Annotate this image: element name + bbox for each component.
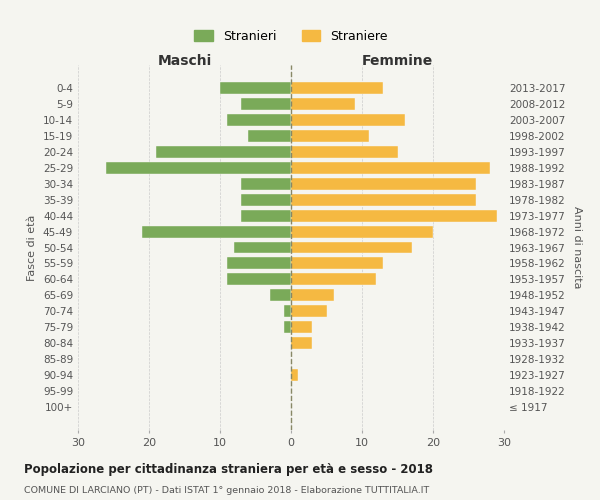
Bar <box>241 98 291 110</box>
Bar <box>227 258 291 270</box>
Bar <box>284 322 291 334</box>
Bar <box>234 242 291 254</box>
Bar <box>291 306 326 318</box>
Bar <box>291 98 355 110</box>
Bar <box>291 146 398 158</box>
Bar <box>227 114 291 126</box>
Bar <box>291 210 497 222</box>
Bar <box>291 82 383 94</box>
Bar <box>291 162 490 173</box>
Bar <box>227 274 291 285</box>
Bar <box>270 290 291 302</box>
Bar <box>291 290 334 302</box>
Legend: Stranieri, Straniere: Stranieri, Straniere <box>188 24 394 50</box>
Bar <box>106 162 291 173</box>
Bar <box>291 226 433 237</box>
Bar <box>291 274 376 285</box>
Bar <box>291 178 476 190</box>
Text: Popolazione per cittadinanza straniera per età e sesso - 2018: Popolazione per cittadinanza straniera p… <box>24 462 433 475</box>
Bar <box>291 242 412 254</box>
Bar <box>291 130 369 141</box>
Bar <box>284 306 291 318</box>
Bar <box>291 322 313 334</box>
Text: Femmine: Femmine <box>362 54 433 68</box>
Y-axis label: Anni di nascita: Anni di nascita <box>572 206 582 289</box>
Bar <box>156 146 291 158</box>
Bar <box>142 226 291 237</box>
Bar <box>291 114 404 126</box>
Text: Maschi: Maschi <box>157 54 212 68</box>
Bar <box>248 130 291 141</box>
Bar <box>291 370 298 382</box>
Bar <box>291 338 313 349</box>
Y-axis label: Fasce di età: Fasce di età <box>28 214 37 280</box>
Bar <box>291 194 476 205</box>
Bar <box>291 258 383 270</box>
Bar <box>241 194 291 205</box>
Bar <box>241 178 291 190</box>
Bar <box>220 82 291 94</box>
Bar <box>241 210 291 222</box>
Text: COMUNE DI LARCIANO (PT) - Dati ISTAT 1° gennaio 2018 - Elaborazione TUTTITALIA.I: COMUNE DI LARCIANO (PT) - Dati ISTAT 1° … <box>24 486 429 495</box>
